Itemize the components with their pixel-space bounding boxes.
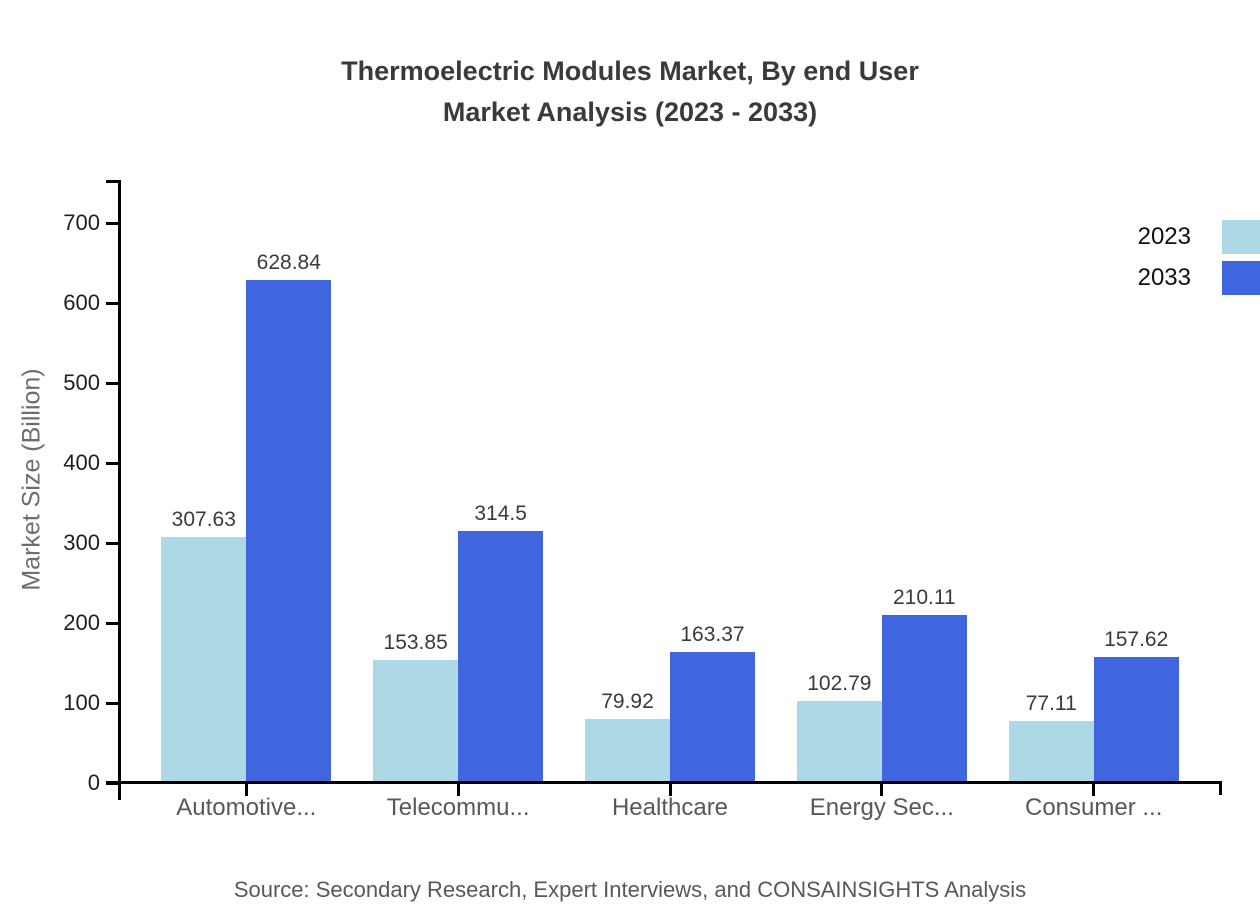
chart-title: Thermoelectric Modules Market, By end Us…	[0, 51, 1260, 133]
value-label: 314.5	[474, 502, 527, 526]
y-tick	[106, 621, 118, 625]
y-tick	[106, 781, 118, 785]
bar-2033	[881, 614, 967, 781]
y-tick-label: 300	[63, 530, 100, 555]
value-label: 157.62	[1104, 627, 1169, 651]
category-label: Telecommu...	[386, 794, 530, 821]
legend-item-2023: 2023	[1138, 220, 1260, 254]
legend-swatch-2023	[1222, 220, 1260, 254]
value-label: 628.84	[256, 250, 321, 274]
category-label: Healthcare	[611, 794, 729, 821]
category-label: Consumer ...	[1024, 794, 1163, 821]
y-tick	[106, 221, 118, 225]
value-label: 77.11	[1025, 692, 1077, 716]
x-tick	[880, 783, 884, 796]
y-tick-label: 0	[87, 770, 100, 795]
y-tick-label: 600	[63, 290, 100, 315]
bar-2033	[1093, 656, 1179, 781]
x-tick	[456, 783, 460, 796]
value-label: 102.79	[807, 671, 872, 695]
x-tick	[1092, 783, 1096, 796]
chart-title-line2: Market Analysis (2023 - 2033)	[442, 97, 818, 127]
bar-2023	[796, 700, 882, 781]
y-tick	[106, 701, 118, 705]
y-tick-label: 100	[63, 690, 100, 715]
value-label: 79.92	[601, 690, 654, 714]
bar-2023	[1008, 721, 1094, 781]
y-tick-label: 700	[63, 210, 100, 235]
value-label: 153.85	[383, 630, 448, 654]
value-label: 307.63	[171, 507, 236, 531]
category-label: Automotive...	[176, 794, 317, 821]
bar-2033	[670, 652, 755, 781]
bar-2023	[585, 719, 670, 781]
legend-label-2023: 2023	[1137, 223, 1191, 250]
source-note: Source: Secondary Research, Expert Inter…	[233, 877, 1027, 902]
x-tick	[668, 783, 672, 796]
y-tick-label: 500	[63, 370, 100, 395]
chart-title-line1: Thermoelectric Modules Market, By end Us…	[341, 56, 919, 86]
category-label: Energy Sec...	[809, 794, 954, 821]
legend-label-2033: 2033	[1137, 264, 1191, 291]
x-axis-end-cap	[1219, 781, 1222, 795]
bar-2023	[373, 659, 459, 781]
y-tick	[106, 381, 118, 385]
legend-swatch-2033	[1222, 261, 1260, 295]
legend-item-2033: 2033	[1138, 261, 1260, 295]
legend: 2023 2033	[1138, 220, 1260, 295]
y-axis-top-cap	[106, 180, 121, 183]
value-label: 163.37	[680, 623, 745, 647]
y-tick	[106, 301, 118, 305]
bar-2033	[458, 531, 544, 781]
value-label: 210.11	[893, 585, 956, 609]
y-tick-label: 200	[63, 610, 100, 635]
x-axis-line	[106, 781, 1222, 784]
y-tick-label: 400	[63, 450, 100, 475]
y-axis-line	[118, 180, 121, 800]
y-tick	[106, 541, 118, 545]
bar-2033	[246, 279, 332, 781]
bar-2023	[161, 536, 247, 781]
x-tick	[244, 783, 248, 796]
y-tick	[106, 461, 118, 465]
